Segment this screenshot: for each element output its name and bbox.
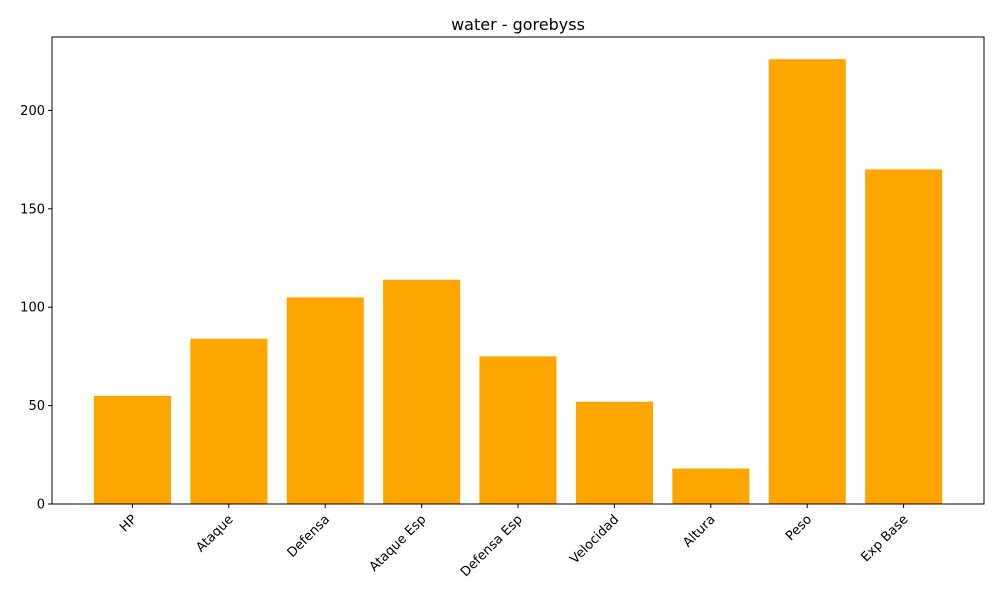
bar-ataque xyxy=(190,338,268,504)
x-tick-label: Defensa xyxy=(285,512,333,560)
bar-velocidad xyxy=(575,401,653,504)
x-tick-label: HP xyxy=(117,512,140,535)
x-axis: HP Ataque Defensa Ataque Esp Defensa Esp Velo… xyxy=(117,504,911,580)
y-tick-label: 150 xyxy=(20,202,45,217)
x-tick-label: Altura xyxy=(680,512,718,550)
y-tick-label: 0 xyxy=(37,498,45,513)
x-tick-label: Defensa Esp xyxy=(458,512,526,580)
y-tick-label: 50 xyxy=(28,399,45,414)
bar-defensa xyxy=(286,297,364,504)
bar-exp-base xyxy=(865,169,943,504)
x-tick-label: Peso xyxy=(783,512,815,544)
y-tick-label: 200 xyxy=(20,104,45,119)
bar-ataque-esp xyxy=(383,279,461,504)
y-tick-label: 100 xyxy=(20,301,45,316)
x-tick-label: Ataque xyxy=(193,512,236,555)
y-axis: 0 50 100 150 200 xyxy=(20,104,52,513)
x-tick-label: Ataque Esp xyxy=(367,512,430,575)
bars-group xyxy=(93,59,943,504)
x-tick-label: Exp Base xyxy=(858,512,911,565)
x-tick-label: Velocidad xyxy=(567,512,622,567)
plot-frame xyxy=(51,36,985,505)
chart-title: water - gorebyss xyxy=(451,15,585,34)
bar-peso xyxy=(768,59,846,504)
bar-defensa-esp xyxy=(479,356,557,504)
bar-altura xyxy=(672,468,750,504)
bar-hp xyxy=(93,395,171,504)
